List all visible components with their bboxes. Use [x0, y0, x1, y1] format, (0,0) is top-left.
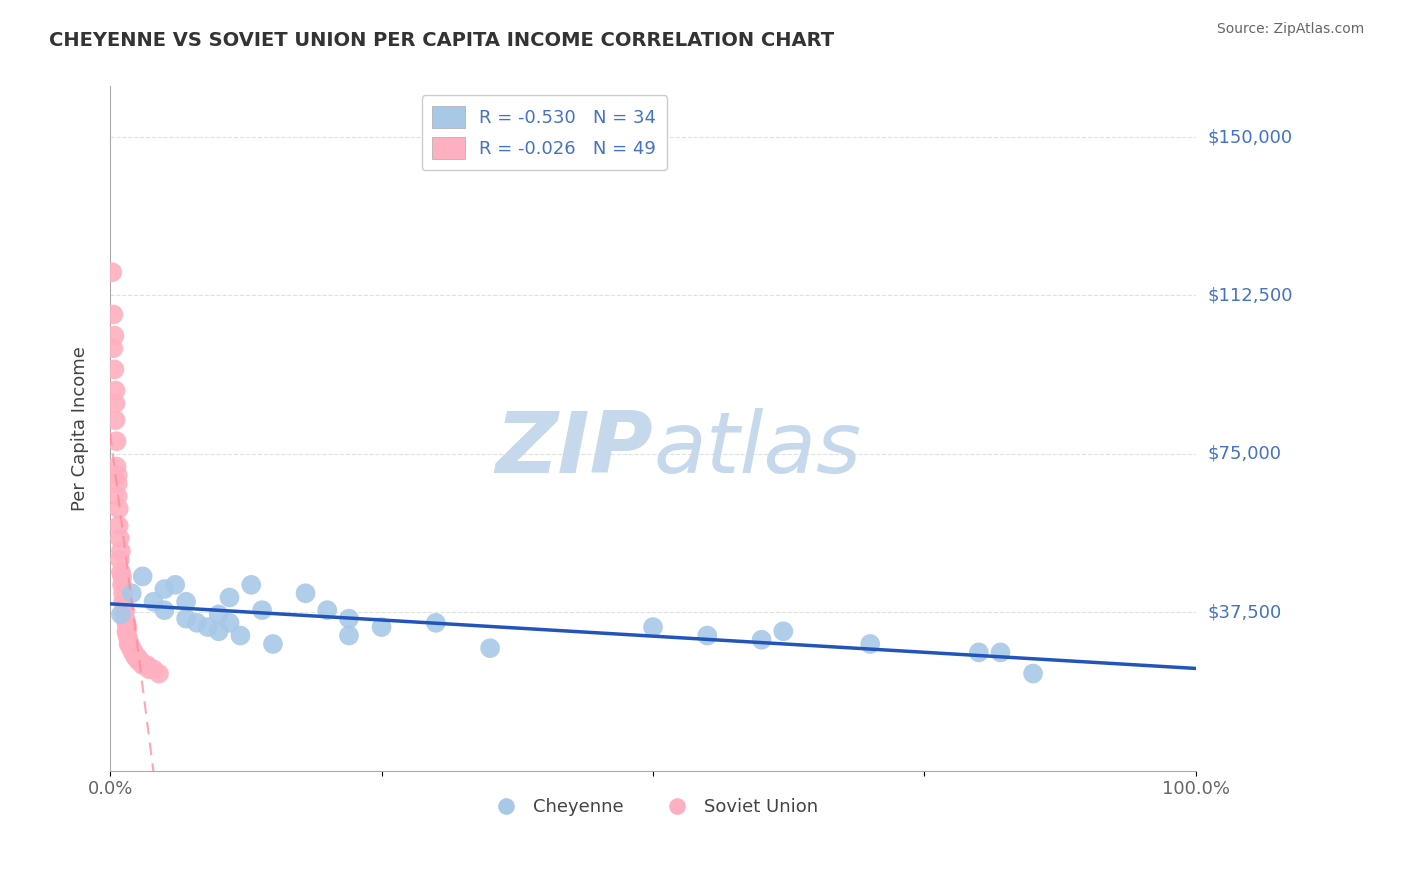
Point — [337, 628, 360, 642]
Point — [174, 595, 197, 609]
Point — [121, 641, 143, 656]
Point — [129, 654, 152, 668]
Text: ZIP: ZIP — [495, 408, 652, 491]
Point — [174, 612, 197, 626]
Point — [121, 586, 143, 600]
Point — [208, 624, 231, 639]
Point — [117, 632, 139, 647]
Point — [103, 341, 125, 355]
Point — [229, 628, 252, 642]
Point — [751, 632, 773, 647]
Point — [142, 662, 165, 676]
Point — [990, 645, 1012, 659]
Point — [218, 591, 240, 605]
Point — [104, 396, 127, 410]
Point — [115, 615, 138, 630]
Point — [103, 308, 125, 322]
Point — [120, 641, 142, 656]
Point — [127, 654, 149, 668]
Point — [148, 666, 170, 681]
Legend: Cheyenne, Soviet Union: Cheyenne, Soviet Union — [481, 791, 825, 823]
Point — [967, 645, 990, 659]
Point — [107, 501, 129, 516]
Point — [197, 620, 219, 634]
Point — [107, 489, 129, 503]
Point — [101, 265, 124, 279]
Text: atlas: atlas — [652, 408, 860, 491]
Point — [153, 582, 176, 596]
Point — [110, 544, 132, 558]
Point — [337, 612, 360, 626]
Point — [117, 620, 139, 634]
Point — [208, 607, 231, 622]
Point — [262, 637, 284, 651]
Point — [425, 615, 447, 630]
Point — [112, 599, 135, 613]
Point — [1022, 666, 1045, 681]
Point — [641, 620, 664, 634]
Point — [105, 459, 128, 474]
Text: CHEYENNE VS SOVIET UNION PER CAPITA INCOME CORRELATION CHART: CHEYENNE VS SOVIET UNION PER CAPITA INCO… — [49, 31, 834, 50]
Point — [125, 649, 148, 664]
Point — [118, 637, 141, 651]
Point — [107, 468, 129, 483]
Point — [117, 637, 139, 651]
Point — [104, 413, 127, 427]
Text: $75,000: $75,000 — [1208, 445, 1281, 463]
Point — [107, 518, 129, 533]
Point — [107, 476, 129, 491]
Point — [859, 637, 882, 651]
Point — [131, 658, 153, 673]
Point — [218, 615, 240, 630]
Point — [131, 569, 153, 583]
Point — [122, 645, 145, 659]
Text: $150,000: $150,000 — [1208, 128, 1292, 146]
Point — [114, 603, 136, 617]
Point — [112, 607, 135, 622]
Point — [112, 595, 135, 609]
Point — [115, 624, 138, 639]
Point — [103, 362, 125, 376]
Point — [114, 612, 136, 626]
Point — [696, 628, 718, 642]
Point — [127, 649, 149, 664]
Point — [124, 649, 146, 664]
Point — [240, 578, 263, 592]
Point — [136, 658, 159, 673]
Point — [250, 603, 273, 617]
Point — [112, 586, 135, 600]
Point — [294, 586, 316, 600]
Point — [122, 645, 145, 659]
Point — [153, 603, 176, 617]
Point — [165, 578, 187, 592]
Point — [370, 620, 392, 634]
Point — [142, 595, 165, 609]
Point — [138, 662, 160, 676]
Point — [108, 532, 131, 546]
Point — [110, 565, 132, 579]
Point — [479, 641, 502, 656]
Point — [316, 603, 339, 617]
Point — [772, 624, 794, 639]
Point — [117, 628, 139, 642]
Y-axis label: Per Capita Income: Per Capita Income — [72, 346, 89, 511]
Text: $112,500: $112,500 — [1208, 286, 1292, 304]
Point — [104, 384, 127, 398]
Point — [134, 658, 156, 673]
Point — [110, 607, 132, 622]
Text: $37,500: $37,500 — [1208, 603, 1281, 622]
Point — [105, 434, 128, 449]
Point — [111, 569, 134, 583]
Point — [111, 578, 134, 592]
Point — [108, 552, 131, 566]
Point — [103, 328, 125, 343]
Text: Source: ZipAtlas.com: Source: ZipAtlas.com — [1216, 22, 1364, 37]
Point — [186, 615, 208, 630]
